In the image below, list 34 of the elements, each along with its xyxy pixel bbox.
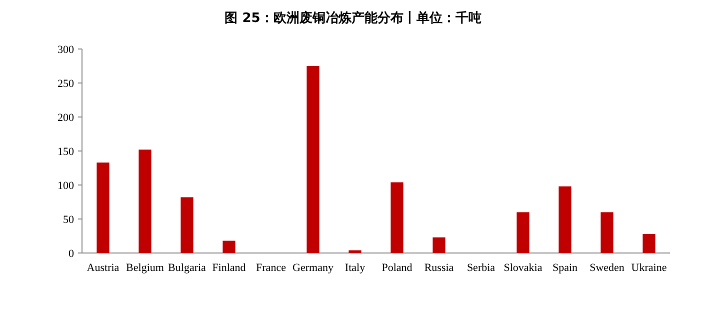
x-tick-label: Russia	[424, 262, 454, 274]
bar	[138, 150, 152, 253]
y-tick-label: 250	[58, 78, 74, 90]
x-tick-label: Finland	[212, 262, 246, 274]
x-tick-label: France	[256, 262, 286, 274]
y-tick-label: 300	[58, 44, 74, 56]
x-tick-label: Ukraine	[631, 262, 667, 274]
bar	[516, 212, 530, 253]
x-tick-label: Italy	[344, 262, 366, 274]
x-tick-label: Poland	[382, 262, 413, 274]
bar	[96, 162, 110, 253]
y-tick-label: 0	[68, 248, 74, 260]
bar	[306, 66, 320, 253]
bar	[222, 240, 236, 253]
x-tick-label: Spain	[552, 262, 578, 274]
bar	[600, 212, 614, 253]
y-tick-label: 50	[63, 214, 74, 226]
y-tick-label: 100	[58, 180, 74, 192]
x-tick-label: Belgium	[126, 262, 164, 274]
bar	[642, 234, 656, 253]
x-tick-label: Slovakia	[504, 262, 542, 274]
x-tick-label: Germany	[292, 262, 334, 274]
bar	[348, 250, 362, 253]
x-tick-label: Serbia	[466, 262, 496, 274]
bar	[180, 197, 194, 253]
chart-title: 图 25：欧洲废铜冶炼产能分布丨单位：千吨	[224, 10, 482, 26]
x-tick-label: Sweden	[590, 262, 625, 274]
bar	[432, 237, 446, 253]
x-tick-label: Austria	[86, 262, 120, 274]
x-tick-label: Bulgaria	[168, 262, 206, 274]
bar	[558, 186, 572, 253]
bar	[390, 182, 404, 253]
y-tick-label: 200	[58, 112, 74, 124]
y-tick-label: 150	[58, 146, 74, 158]
